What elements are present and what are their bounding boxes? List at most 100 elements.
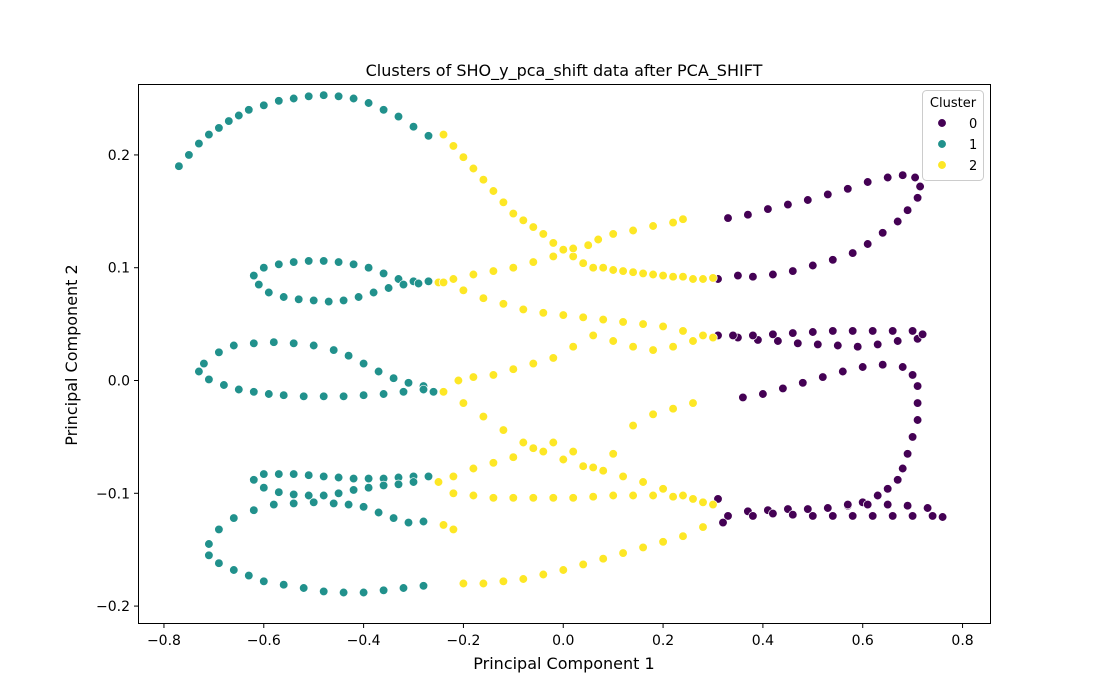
data-point-cluster-2 — [638, 542, 648, 553]
data-point-cluster-1 — [269, 499, 279, 510]
data-point-cluster-1 — [309, 497, 319, 507]
data-point-cluster-0 — [718, 517, 728, 528]
data-point-cluster-1 — [294, 294, 304, 304]
data-point-cluster-0 — [927, 511, 938, 521]
data-point-cluster-1 — [333, 488, 344, 498]
data-point-cluster-1 — [279, 390, 289, 400]
data-point-cluster-2 — [548, 353, 558, 363]
data-point-cluster-2 — [628, 490, 638, 501]
data-point-cluster-2 — [558, 454, 568, 465]
data-point-cluster-1 — [259, 576, 269, 586]
data-point-cluster-0 — [922, 503, 933, 513]
data-point-cluster-0 — [788, 328, 798, 338]
data-point-cluster-0 — [893, 475, 903, 485]
data-point-cluster-2 — [608, 490, 618, 501]
data-point-cluster-2 — [438, 129, 449, 140]
data-point-cluster-0 — [843, 184, 853, 194]
data-point-cluster-1 — [378, 105, 389, 115]
data-point-cluster-1 — [378, 480, 389, 491]
data-point-cluster-2 — [618, 317, 628, 327]
data-point-cluster-1 — [274, 96, 284, 106]
data-point-cluster-1 — [413, 278, 424, 289]
data-point-cluster-1 — [249, 270, 259, 281]
data-point-cluster-2 — [698, 330, 708, 341]
data-point-cluster-1 — [368, 287, 379, 298]
legend-marker-1 — [937, 139, 947, 149]
data-point-cluster-2 — [638, 477, 648, 487]
data-point-cluster-0 — [863, 239, 873, 249]
data-point-cluster-0 — [843, 499, 853, 510]
data-point-cluster-1 — [219, 380, 229, 390]
data-point-cluster-2 — [458, 285, 469, 295]
data-point-cluster-2 — [488, 186, 499, 196]
data-point-cluster-1 — [329, 345, 339, 355]
data-point-cluster-2 — [588, 462, 598, 473]
data-point-cluster-2 — [548, 251, 558, 262]
data-point-cluster-2 — [488, 266, 499, 276]
data-point-cluster-0 — [863, 177, 873, 187]
data-point-cluster-1 — [428, 387, 439, 397]
data-point-cluster-1 — [348, 473, 359, 484]
data-point-cluster-1 — [244, 570, 254, 581]
data-point-cluster-1 — [363, 263, 374, 273]
data-point-cluster-2 — [638, 268, 648, 279]
data-point-cluster-1 — [363, 483, 374, 493]
data-point-cluster-2 — [568, 243, 578, 254]
data-point-cluster-1 — [319, 256, 329, 266]
x-axis-label: Principal Component 1 — [473, 654, 654, 673]
legend-label-0: 0 — [969, 117, 977, 132]
data-point-cluster-1 — [348, 259, 359, 269]
data-point-cluster-0 — [793, 338, 803, 348]
data-point-cluster-1 — [363, 98, 374, 108]
data-point-cluster-1 — [299, 391, 309, 401]
data-point-cluster-0 — [788, 266, 798, 276]
data-point-cluster-1 — [204, 129, 214, 140]
data-point-cluster-2 — [448, 141, 459, 151]
data-point-cluster-2 — [538, 446, 548, 457]
data-point-cluster-2 — [478, 411, 489, 422]
data-point-cluster-0 — [937, 512, 948, 522]
data-point-cluster-0 — [912, 398, 923, 408]
data-point-cluster-2 — [628, 267, 638, 277]
x-tick-label: 0.2 — [652, 633, 674, 649]
legend-items: 0 1 2 — [937, 117, 977, 174]
data-point-cluster-2 — [488, 458, 499, 468]
data-point-cluster-2 — [618, 548, 628, 558]
data-point-cluster-1 — [304, 91, 314, 101]
data-point-cluster-1 — [358, 358, 369, 369]
data-point-cluster-0 — [808, 327, 818, 337]
data-point-cluster-0 — [853, 342, 863, 352]
data-point-cluster-2 — [438, 387, 449, 397]
data-point-cluster-2 — [688, 274, 698, 284]
data-point-cluster-1 — [378, 268, 389, 279]
data-point-cluster-2 — [448, 488, 459, 498]
data-point-cluster-1 — [289, 338, 299, 348]
data-point-cluster-0 — [738, 392, 748, 403]
data-point-cluster-2 — [458, 578, 469, 589]
x-tick-label: −0.8 — [147, 633, 181, 649]
data-point-cluster-0 — [748, 330, 758, 341]
data-point-cluster-2 — [658, 270, 668, 281]
data-point-cluster-1 — [249, 475, 259, 485]
data-point-cluster-2 — [598, 554, 608, 564]
data-point-cluster-0 — [748, 272, 758, 282]
data-point-cluster-2 — [433, 477, 444, 487]
data-point-cluster-1 — [338, 587, 349, 598]
data-point-cluster-0 — [833, 340, 843, 351]
data-point-cluster-0 — [883, 499, 893, 510]
data-point-cluster-0 — [723, 213, 733, 223]
data-point-cluster-1 — [184, 150, 194, 160]
data-point-cluster-2 — [588, 492, 598, 502]
data-point-cluster-0 — [907, 432, 918, 442]
data-point-cluster-0 — [803, 195, 813, 205]
data-point-cluster-1 — [289, 489, 299, 500]
data-point-cluster-0 — [773, 336, 783, 346]
data-point-cluster-1 — [204, 550, 214, 560]
data-point-cluster-2 — [438, 520, 449, 530]
x-tick-label: 0.8 — [951, 633, 973, 649]
data-point-cluster-2 — [708, 273, 718, 283]
data-point-cluster-2 — [498, 425, 509, 435]
data-point-cluster-0 — [823, 189, 833, 200]
data-point-cluster-2 — [578, 461, 588, 471]
data-point-cluster-2 — [538, 569, 548, 580]
